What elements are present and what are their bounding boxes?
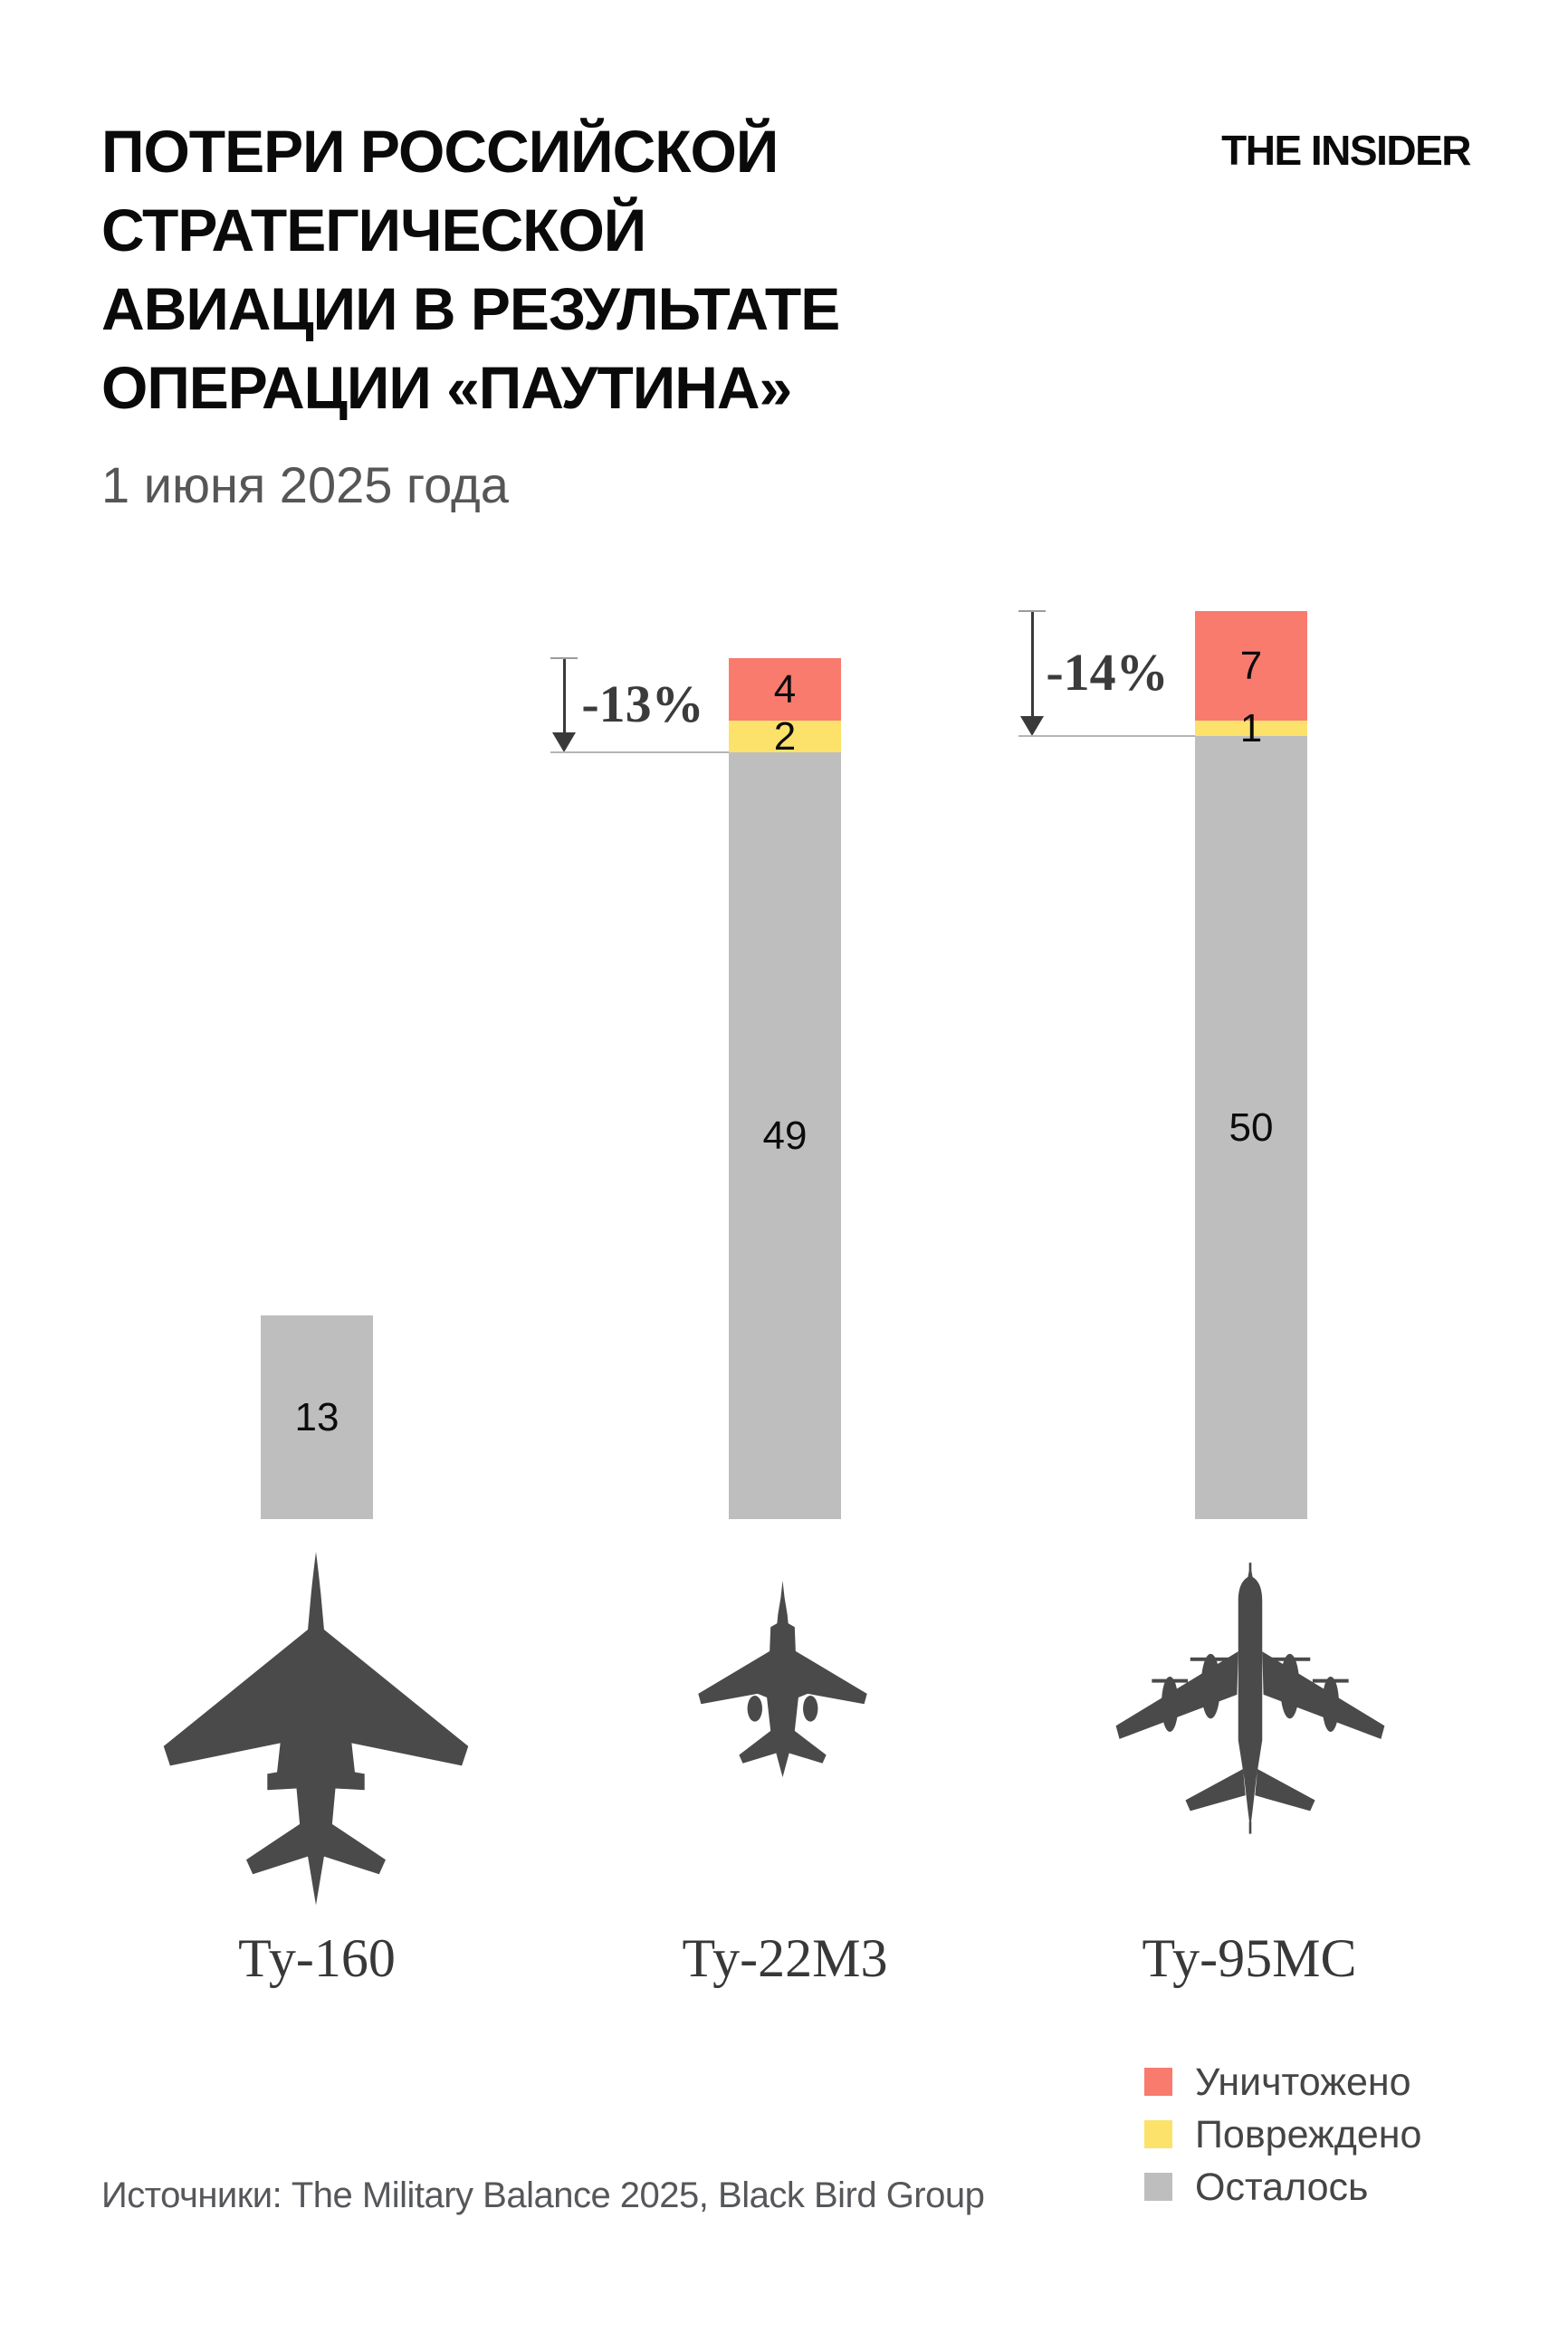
bar-tu-22m3: 4 2 49 (729, 658, 841, 1519)
legend-swatch-destroyed (1144, 2068, 1172, 2096)
category-label-tu-95ms: Ту-95МС (1142, 1928, 1357, 1988)
segment-remaining: 50 (1195, 736, 1307, 1519)
legend-label: Осталось (1195, 2165, 1369, 2209)
legend-swatch-remaining (1144, 2173, 1172, 2201)
loss-connector-line (1018, 735, 1195, 737)
loss-arrow-top-tick (1018, 610, 1046, 612)
segment-value: 49 (762, 1113, 808, 1158)
segment-remaining: 13 (261, 1315, 373, 1519)
tu-160-silhouette (154, 1552, 478, 1908)
date-subtitle: 1 июня 2025 года (101, 456, 509, 513)
loss-arrow-line (1031, 611, 1034, 718)
legend-item-remaining: Осталось (1144, 2167, 1421, 2207)
loss-percent-label: -13% (581, 674, 704, 733)
category-label-tu-22m3: Ту-22М3 (682, 1928, 888, 1988)
segment-destroyed: 4 (729, 658, 841, 721)
segment-value: 7 (1239, 643, 1263, 688)
loss-arrow-head (1020, 716, 1044, 736)
segment-value: 50 (1229, 1104, 1274, 1150)
the-insider-logo: THE INSIDER (1221, 127, 1471, 174)
segment-value: 13 (294, 1394, 339, 1439)
segment-value: 4 (773, 666, 797, 712)
legend-item-damaged: Повреждено (1144, 2115, 1421, 2155)
tu-95ms-silhouette (1106, 1563, 1394, 1839)
bar-tu-160: 13 (261, 1315, 373, 1519)
segment-value: 2 (773, 713, 797, 759)
category-label-tu-160: Ту-160 (238, 1928, 396, 1988)
loss-arrow-line (563, 658, 566, 735)
segment-damaged: 2 (729, 716, 841, 756)
legend-item-destroyed: Уничтожено (1144, 2062, 1421, 2102)
source-credit: Источники: The Military Balance 2025, Bl… (101, 2175, 985, 2215)
tu-22m3-silhouette (690, 1581, 875, 1812)
loss-arrow-head (552, 732, 576, 752)
loss-percent-label: -14% (1046, 643, 1169, 702)
page-title: ПОТЕРИ РОССИЙСКОЙ СТРАТЕГИЧЕСКОЙ АВИАЦИИ… (101, 118, 840, 421)
segment-damaged: 1 (1195, 708, 1307, 748)
legend-swatch-damaged (1144, 2120, 1172, 2148)
segment-value: 1 (1239, 705, 1263, 751)
legend-label: Повреждено (1195, 2112, 1422, 2156)
loss-connector-line (550, 751, 729, 753)
segment-remaining: 49 (729, 752, 841, 1519)
legend: Уничтожено Повреждено Осталось (1144, 2062, 1421, 2225)
loss-arrow-top-tick (550, 657, 578, 659)
bar-tu-95ms: 7 1 50 (1195, 611, 1307, 1519)
segment-destroyed: 7 (1195, 611, 1307, 721)
legend-label: Уничтожено (1195, 2060, 1411, 2104)
